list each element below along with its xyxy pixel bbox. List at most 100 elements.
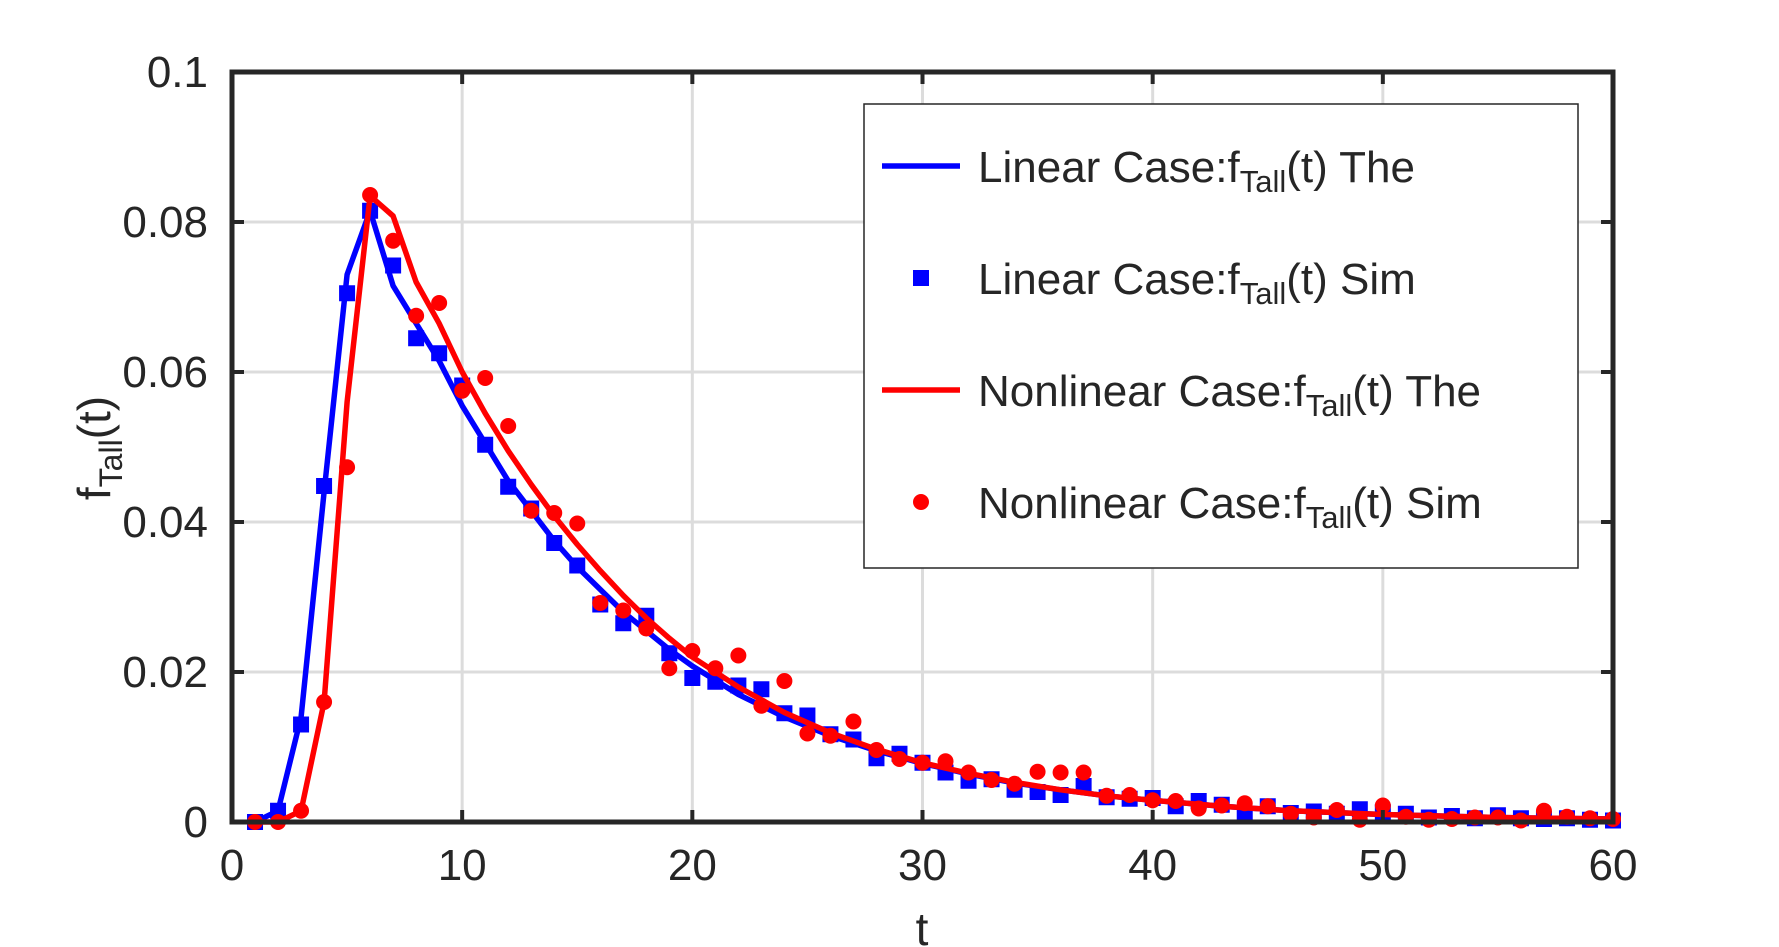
- data-point-circle: [1374, 797, 1391, 814]
- data-point-circle: [822, 727, 839, 744]
- y-axis-label-base: f: [68, 487, 120, 500]
- series-2: [252, 193, 1616, 825]
- axes: [229, 69, 1616, 825]
- data-point-circle: [385, 232, 402, 249]
- data-point-circle: [477, 370, 494, 386]
- legend-label: Nonlinear Case:fTall(t) The: [978, 367, 1481, 423]
- x-axis-label: t: [916, 903, 929, 947]
- data-point-circle: [776, 673, 793, 689]
- data-point-circle: [891, 751, 908, 767]
- data-point-circle: [1259, 798, 1276, 815]
- data-point-circle: [684, 643, 701, 659]
- data-point-square: [753, 681, 770, 698]
- series-3: [247, 187, 1621, 830]
- data-point-circle: [707, 660, 724, 677]
- data-point-circle: [1328, 802, 1345, 818]
- tick-labels: 0 10 20 30 40 50 60 0 0.02 0.04 0.06 0.08 0.1: [122, 48, 1637, 890]
- data-point-circle: [1236, 795, 1253, 812]
- data-point-square: [270, 802, 287, 819]
- data-point-square: [408, 330, 425, 347]
- data-point-circle: [408, 307, 425, 324]
- data-point-circle: [1029, 763, 1046, 780]
- data-point-circle: [845, 713, 862, 730]
- legend-label: Linear Case:fTall(t) Sim: [978, 255, 1416, 311]
- legend: Linear Case:fTall(t) The Linear Case:fTal…: [863, 103, 1579, 569]
- data-point-circle: [753, 697, 770, 714]
- x-tick-label: 20: [668, 841, 717, 890]
- y-tick-label: 0.04: [122, 498, 208, 547]
- series-line: [252, 193, 1616, 825]
- y-axis-label: fTall(t): [68, 396, 129, 500]
- legend-entry: Nonlinear Case:fTall(t) Sim: [913, 479, 1482, 535]
- data-point-circle: [937, 753, 954, 770]
- data-point-circle: [1006, 775, 1023, 792]
- data-point-circle: [661, 660, 678, 677]
- data-point-circle: [1282, 805, 1299, 822]
- data-point-circle: [1052, 764, 1069, 781]
- data-point-circle: [799, 725, 816, 742]
- x-tick-label: 0: [220, 841, 244, 890]
- data-point-circle: [1443, 811, 1460, 827]
- legend-entry: Linear Case:fTall(t) The: [882, 143, 1415, 199]
- legend-circle-swatch: [913, 494, 929, 510]
- data-point-circle: [339, 459, 356, 476]
- data-point-circle: [1121, 787, 1138, 803]
- y-tick-label: 0.08: [122, 198, 208, 247]
- data-point-square: [661, 645, 678, 662]
- legend-entry: Linear Case:fTall(t) Sim: [913, 255, 1416, 311]
- y-tick-label: 0.1: [147, 48, 208, 97]
- data-point-square: [385, 257, 402, 274]
- data-point-circle: [592, 595, 609, 611]
- data-point-square: [569, 557, 586, 574]
- data-point-circle: [868, 742, 885, 758]
- data-point-circle: [569, 515, 586, 532]
- data-point-circle: [914, 754, 931, 771]
- legend-label: Nonlinear Case:fTall(t) Sim: [978, 479, 1482, 535]
- data-point-circle: [500, 418, 517, 434]
- data-point-circle: [1213, 797, 1230, 814]
- x-tick-label: 60: [1589, 841, 1638, 890]
- data-point-circle: [546, 505, 563, 521]
- data-point-circle: [316, 694, 333, 710]
- data-point-square: [500, 478, 517, 495]
- data-point-circle: [615, 602, 632, 619]
- data-point-circle: [983, 772, 1000, 788]
- data-point-circle: [730, 647, 747, 664]
- series-layer: [247, 187, 1621, 830]
- data-point-square: [431, 345, 448, 362]
- x-tick-label: 30: [898, 841, 947, 890]
- data-point-square: [477, 436, 494, 453]
- data-point-circle: [1535, 802, 1552, 819]
- y-tick-label: 0.06: [122, 348, 208, 397]
- data-point-circle: [1167, 793, 1184, 809]
- data-point-circle: [362, 187, 379, 203]
- y-axis-label-sub: Tall: [93, 439, 129, 487]
- legend-square-swatch: [913, 270, 929, 286]
- data-point-circle: [293, 802, 310, 819]
- y-tick-label: 0.02: [122, 648, 208, 697]
- data-point-circle: [960, 764, 977, 781]
- y-axis-label-suffix: (t): [68, 396, 120, 439]
- legend-entry: Nonlinear Case:fTall(t) The: [882, 367, 1481, 423]
- data-point-circle: [454, 382, 471, 399]
- data-point-circle: [1075, 764, 1092, 781]
- data-point-circle: [638, 620, 655, 637]
- data-point-square: [615, 615, 632, 632]
- data-point-circle: [1190, 800, 1207, 817]
- data-point-circle: [1144, 792, 1161, 809]
- x-tick-label: 40: [1128, 841, 1177, 890]
- legend-label: Linear Case:fTall(t) The: [978, 143, 1415, 199]
- y-tick-label: 0: [184, 798, 208, 847]
- data-point-square: [684, 670, 701, 686]
- x-tick-label: 50: [1358, 841, 1407, 890]
- legend-box: [863, 103, 1579, 569]
- data-point-circle: [1098, 787, 1115, 804]
- data-point-square: [293, 716, 310, 733]
- data-point-circle: [523, 502, 540, 519]
- data-point-square: [316, 478, 333, 494]
- x-tick-label: 10: [438, 841, 487, 890]
- data-point-square: [339, 285, 356, 302]
- data-point-square: [546, 535, 563, 551]
- data-point-circle: [431, 295, 448, 311]
